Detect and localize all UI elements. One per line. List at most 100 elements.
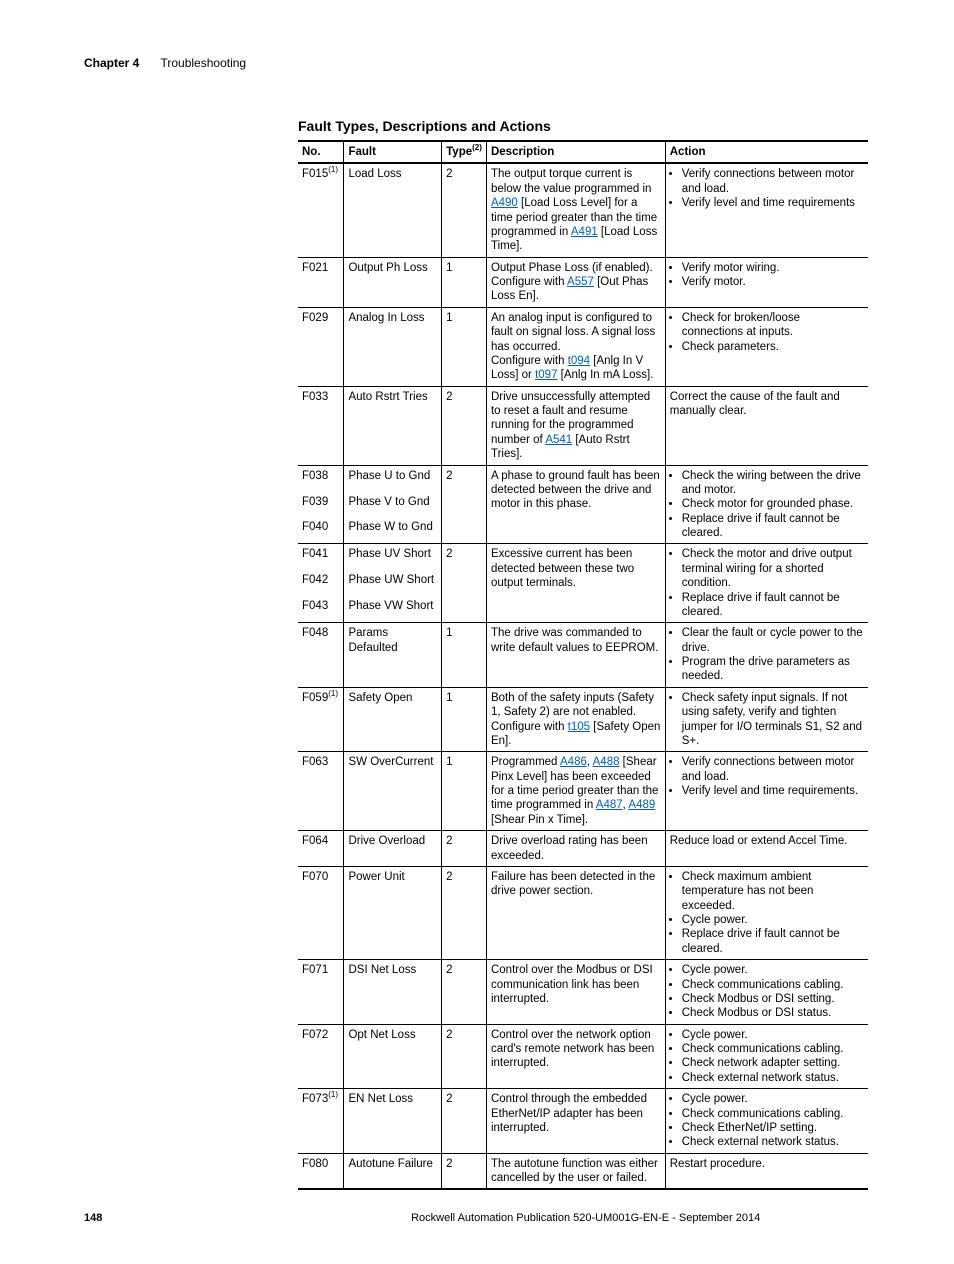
action-item: Verify connections between motor and loa… xyxy=(682,167,864,196)
cell-no: F072 xyxy=(298,1024,344,1089)
action-item: Check motor for grounded phase. xyxy=(682,497,864,511)
table-row: F071DSI Net Loss2Control over the Modbus… xyxy=(298,960,868,1025)
table-row: F080Autotune Failure2The autotune functi… xyxy=(298,1153,868,1189)
cell-desc: The drive was commanded to write default… xyxy=(486,623,665,688)
table-title: Fault Types, Descriptions and Actions xyxy=(298,118,870,134)
hdr-no: No. xyxy=(298,141,344,163)
parameter-link[interactable]: t105 xyxy=(568,721,590,733)
hdr-desc: Description xyxy=(486,141,665,163)
cell-no: F029 xyxy=(298,307,344,386)
action-list: Check the wiring between the drive and m… xyxy=(670,469,864,541)
table-row: F029Analog In Loss1An analog input is co… xyxy=(298,307,868,386)
action-item: Check external network status. xyxy=(682,1135,864,1149)
cell-desc: Control over the network option card's r… xyxy=(486,1024,665,1089)
action-item: Check parameters. xyxy=(682,340,864,354)
cell-desc: Both of the safety inputs (Safety 1, Saf… xyxy=(486,687,665,752)
action-list: Verify connections between motor and loa… xyxy=(670,755,864,798)
parameter-link[interactable]: A488 xyxy=(593,756,620,768)
parameter-link[interactable]: A487 xyxy=(596,799,623,811)
cell-desc: Drive overload rating has been exceeded. xyxy=(486,831,665,867)
action-item: Check the motor and drive output termina… xyxy=(682,547,864,590)
parameter-link[interactable]: A541 xyxy=(545,434,572,446)
action-item: Cycle power. xyxy=(682,963,864,977)
parameter-link[interactable]: A490 xyxy=(491,197,518,209)
action-item: Verify level and time requirements. xyxy=(682,784,864,798)
cell-action: Check maximum ambient temperature has no… xyxy=(665,866,868,959)
cell-desc: Drive unsuccessfully attempted to reset … xyxy=(486,386,665,465)
action-list: Check the motor and drive output termina… xyxy=(670,547,864,619)
cell-action: Verify connections between motor and loa… xyxy=(665,163,868,257)
cell-fault: Analog In Loss xyxy=(344,307,442,386)
action-item: Check network adapter setting. xyxy=(682,1056,864,1070)
parameter-link[interactable]: t097 xyxy=(535,369,557,381)
cell-type: 1 xyxy=(442,257,487,307)
cell-type: 1 xyxy=(442,307,487,386)
cell-type: 2 xyxy=(442,1153,487,1189)
action-item: Verify connections between motor and loa… xyxy=(682,755,864,784)
parameter-link[interactable]: A489 xyxy=(628,799,655,811)
cell-desc: A phase to ground fault has been detecte… xyxy=(486,465,665,544)
cell-fault: Phase V to Gnd xyxy=(344,492,442,518)
cell-fault: Safety Open xyxy=(344,687,442,752)
cell-fault: Opt Net Loss xyxy=(344,1024,442,1089)
cell-fault: DSI Net Loss xyxy=(344,960,442,1025)
action-list: Verify connections between motor and loa… xyxy=(670,167,864,210)
parameter-link[interactable]: t094 xyxy=(568,355,590,367)
cell-desc: Output Phase Loss (if enabled).Configure… xyxy=(486,257,665,307)
table-row: F064Drive Overload2Drive overload rating… xyxy=(298,831,868,867)
action-text: Reduce load or extend Accel Time. xyxy=(670,835,848,847)
table-row: F038Phase U to Gnd2A phase to ground fau… xyxy=(298,465,868,492)
cell-type: 2 xyxy=(442,831,487,867)
action-item: Verify motor wiring. xyxy=(682,261,864,275)
action-list: Cycle power.Check communications cabling… xyxy=(670,1092,864,1150)
cell-action: Check the motor and drive output termina… xyxy=(665,544,868,623)
parameter-link[interactable]: A557 xyxy=(567,276,594,288)
cell-action: Verify motor wiring.Verify motor. xyxy=(665,257,868,307)
action-text: Correct the cause of the fault and manua… xyxy=(670,391,840,417)
cell-fault: Auto Rstrt Tries xyxy=(344,386,442,465)
action-item: Verify motor. xyxy=(682,275,864,289)
cell-no: F015(1) xyxy=(298,163,344,257)
cell-action: Cycle power.Check communications cabling… xyxy=(665,1024,868,1089)
hdr-fault: Fault xyxy=(344,141,442,163)
action-item: Replace drive if fault cannot be cleared… xyxy=(682,591,864,620)
action-item: Check communications cabling. xyxy=(682,1107,864,1121)
cell-fault: Load Loss xyxy=(344,163,442,257)
table-row: F033Auto Rstrt Tries2Drive unsuccessfull… xyxy=(298,386,868,465)
table-row: F072Opt Net Loss2Control over the networ… xyxy=(298,1024,868,1089)
action-item: Check safety input signals. If not using… xyxy=(682,691,864,749)
chapter-label: Chapter 4 xyxy=(84,56,139,70)
cell-desc: The autotune function was either cancell… xyxy=(486,1153,665,1189)
table-row: F059(1)Safety Open1Both of the safety in… xyxy=(298,687,868,752)
cell-fault: SW OverCurrent xyxy=(344,752,442,831)
parameter-link[interactable]: A491 xyxy=(571,226,598,238)
cell-no: F071 xyxy=(298,960,344,1025)
action-list: Cycle power.Check communications cabling… xyxy=(670,1028,864,1086)
cell-no: F073(1) xyxy=(298,1089,344,1154)
cell-type: 2 xyxy=(442,544,487,623)
table-row: F073(1)EN Net Loss2Control through the e… xyxy=(298,1089,868,1154)
action-text: Restart procedure. xyxy=(670,1158,765,1170)
table-row: F015(1)Load Loss2The output torque curre… xyxy=(298,163,868,257)
cell-action: Reduce load or extend Accel Time. xyxy=(665,831,868,867)
cell-desc: The output torque current is below the v… xyxy=(486,163,665,257)
cell-desc: Programmed A486, A488 [Shear Pinx Level]… xyxy=(486,752,665,831)
action-list: Check safety input signals. If not using… xyxy=(670,691,864,749)
cell-no: F064 xyxy=(298,831,344,867)
hdr-type: Type(2) xyxy=(442,141,487,163)
cell-no: F043 xyxy=(298,596,344,623)
page-number: 148 xyxy=(84,1212,102,1224)
cell-fault: Phase U to Gnd xyxy=(344,465,442,492)
action-item: Cycle power. xyxy=(682,1092,864,1106)
action-item: Check EtherNet/IP setting. xyxy=(682,1121,864,1135)
cell-desc: Excessive current has been detected betw… xyxy=(486,544,665,623)
cell-no: F040 xyxy=(298,517,344,544)
cell-no: F041 xyxy=(298,544,344,571)
action-item: Program the drive parameters as needed. xyxy=(682,655,864,684)
cell-type: 2 xyxy=(442,386,487,465)
parameter-link[interactable]: A486 xyxy=(560,756,587,768)
cell-no: F038 xyxy=(298,465,344,492)
cell-action: Cycle power.Check communications cabling… xyxy=(665,960,868,1025)
action-item: Cycle power. xyxy=(682,1028,864,1042)
fault-table: No. Fault Type(2) Description Action F01… xyxy=(298,140,868,1190)
